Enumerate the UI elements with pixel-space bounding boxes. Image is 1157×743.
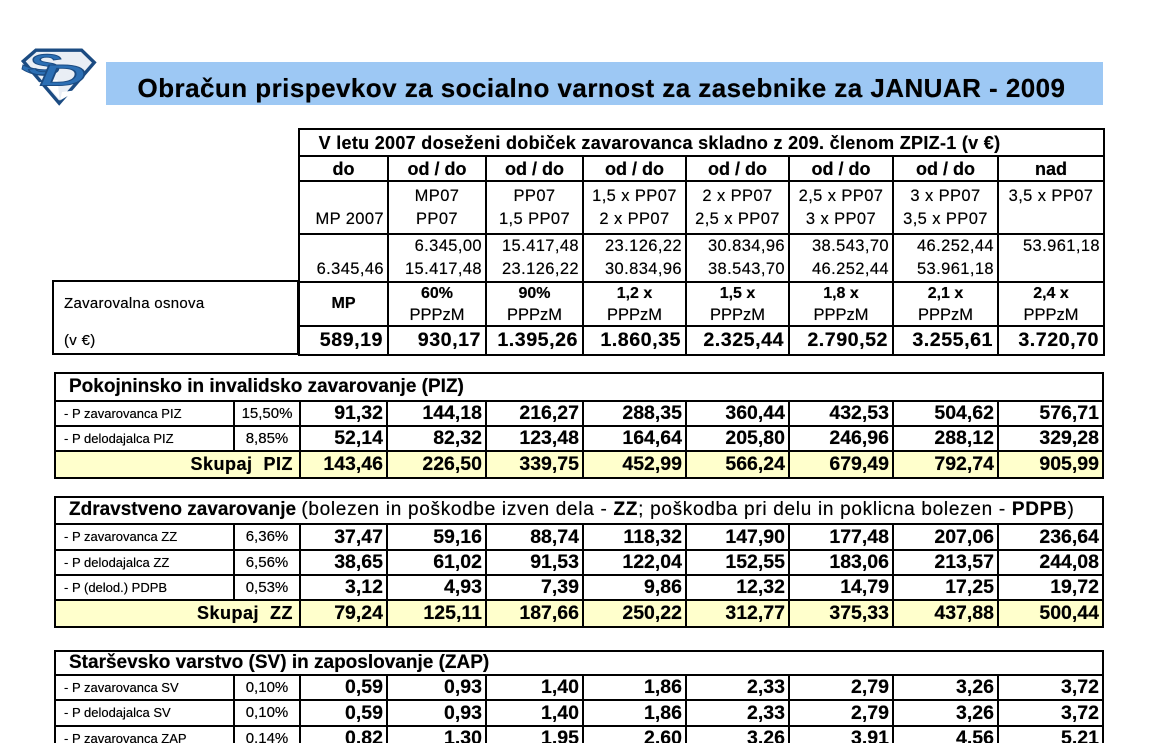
svg-text:S: S [28,48,61,81]
svg-text:D: D [40,58,87,92]
